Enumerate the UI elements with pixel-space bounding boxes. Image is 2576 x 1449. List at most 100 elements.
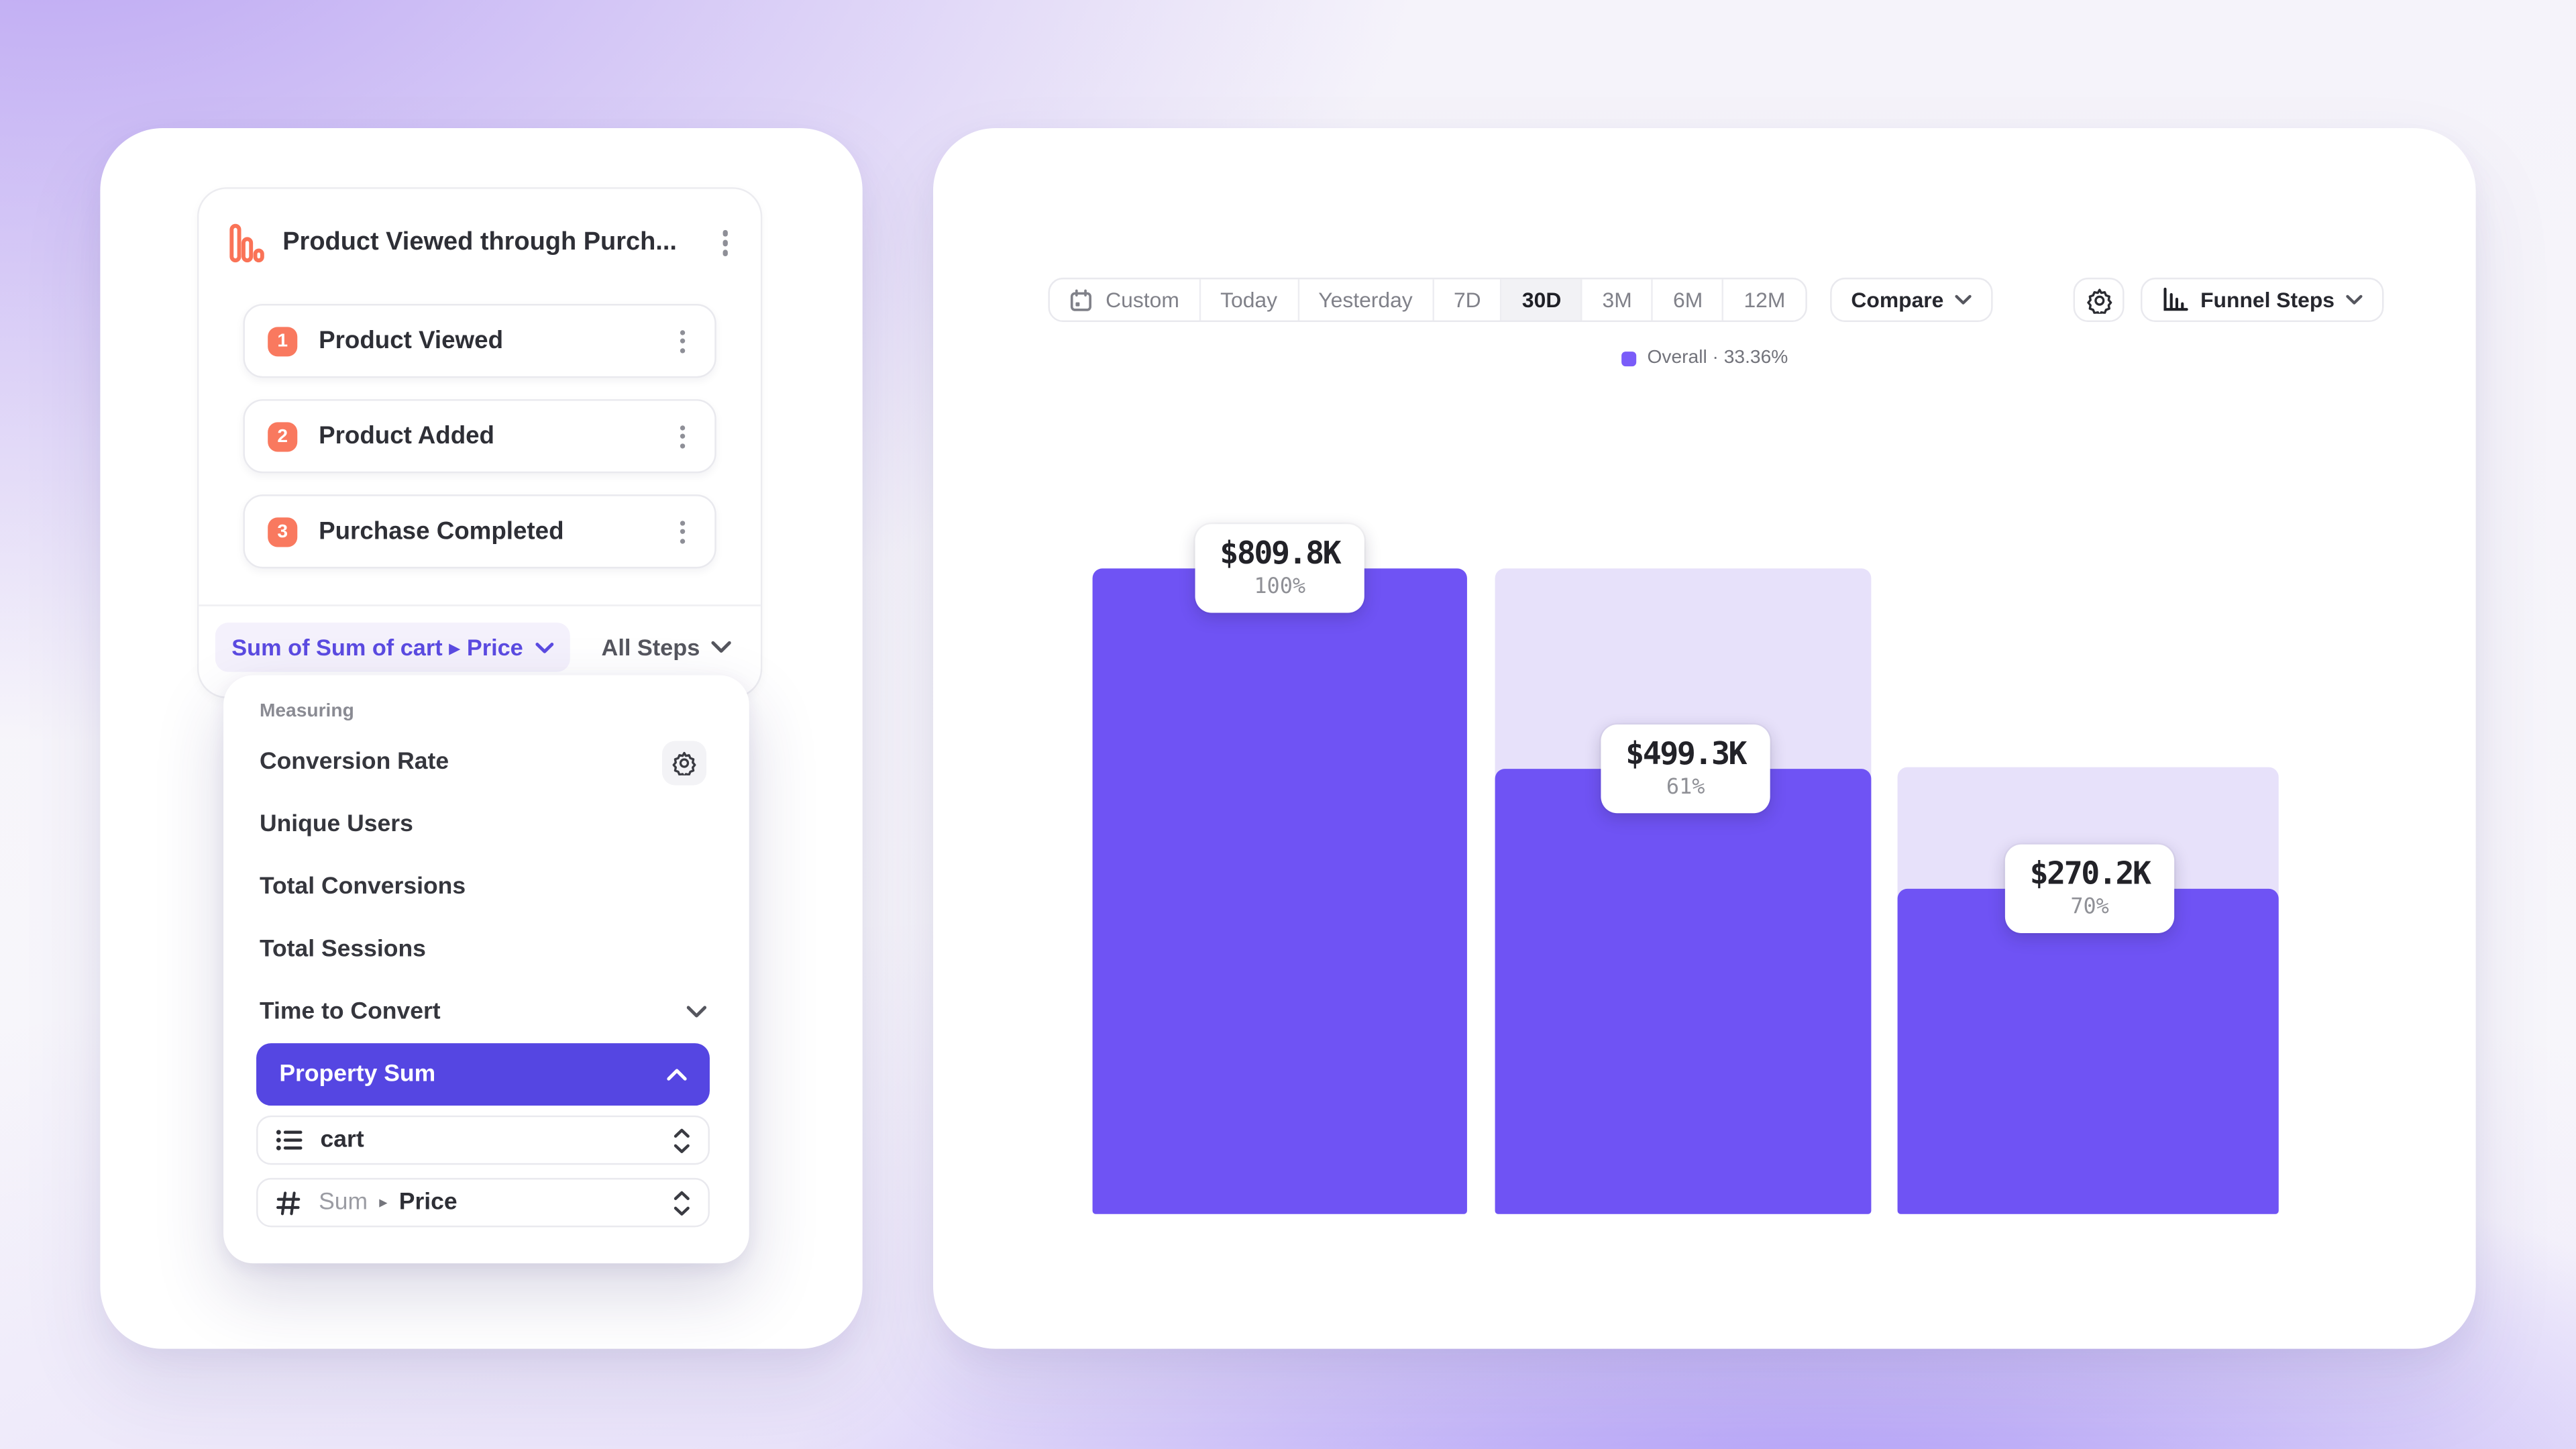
funnel-bar-product-added[interactable] xyxy=(1495,568,1872,1214)
bar-value-label: $270.2K 70% xyxy=(2004,844,2175,934)
step-kebab-menu-icon[interactable] xyxy=(670,513,695,549)
tab-label: Custom xyxy=(1106,287,1179,313)
bar-value: $499.3K xyxy=(1625,736,1747,773)
query-title-row: Product Viewed through Purch... xyxy=(228,212,737,274)
hash-icon xyxy=(276,1191,301,1215)
bar-value: $809.8K xyxy=(1220,535,1341,572)
bar-solid-segment xyxy=(1495,769,1872,1214)
funnel-bar-purchase-completed[interactable] xyxy=(1897,767,2279,1214)
measurement-dropdown[interactable]: Sum of Sum of cart ▸ Price xyxy=(215,623,571,672)
step-kebab-menu-icon[interactable] xyxy=(670,418,695,454)
tab-30d-selected[interactable]: 30D xyxy=(1502,279,1583,321)
tab-yesterday[interactable]: Yesterday xyxy=(1299,279,1434,321)
tab-label: 30D xyxy=(1521,287,1562,313)
compare-label: Compare xyxy=(1851,287,1944,313)
list-icon xyxy=(276,1130,303,1150)
step-number-badge: 1 xyxy=(268,326,298,356)
breadcrumb-arrow-icon: ▸ xyxy=(379,1193,388,1212)
chart-type-label: Funnel Steps xyxy=(2200,287,2334,313)
tab-label: 6M xyxy=(1673,287,1703,313)
menu-item-label: Unique Users xyxy=(259,811,413,838)
chart-type-dropdown[interactable]: Funnel Steps xyxy=(2141,277,2384,322)
step-number-badge: 3 xyxy=(268,517,298,547)
all-steps-label: All Steps xyxy=(601,634,700,661)
property-select[interactable]: cart xyxy=(256,1115,710,1165)
chevron-down-icon xyxy=(2346,294,2363,305)
menu-item-label: Total Conversions xyxy=(259,873,466,901)
compare-button[interactable]: Compare xyxy=(1829,277,1993,322)
funnel-bars-icon xyxy=(228,223,264,263)
aggregation-select[interactable]: Sum ▸ Price xyxy=(256,1177,710,1228)
funnel-chart-icon xyxy=(2164,287,2189,311)
chart-settings-button[interactable] xyxy=(2074,277,2125,322)
funnel-bar-product-viewed[interactable] xyxy=(1092,568,1467,1214)
query-builder-panel: Product Viewed through Purch... 1 Produc… xyxy=(100,128,863,1349)
tab-label: 7D xyxy=(1453,287,1481,313)
tab-label: 12M xyxy=(1743,287,1786,313)
tab-today[interactable]: Today xyxy=(1201,279,1299,321)
tab-label: 3M xyxy=(1602,287,1632,313)
legend-swatch xyxy=(1621,350,1636,366)
tab-7d[interactable]: 7D xyxy=(1434,279,1503,321)
tab-label: Yesterday xyxy=(1318,287,1413,313)
tab-3m[interactable]: 3M xyxy=(1582,279,1654,321)
menu-item-total-conversions[interactable]: Total Conversions xyxy=(223,856,749,918)
legend-overall[interactable]: Overall · 33.36% xyxy=(933,348,2476,368)
property-select-value: cart xyxy=(320,1126,364,1154)
bar-percent: 61% xyxy=(1666,775,1705,800)
menu-item-conversion-rate[interactable]: Conversion Rate xyxy=(223,731,749,794)
chevron-down-icon xyxy=(1955,294,1972,305)
funnel-step-row[interactable]: 3 Purchase Completed xyxy=(243,494,716,569)
chart-panel: Custom Today Yesterday 7D 30D 3M 6M 12M … xyxy=(933,128,2476,1349)
menu-item-property-sum-selected[interactable]: Property Sum xyxy=(256,1043,710,1106)
gear-icon xyxy=(672,751,696,775)
menu-item-total-sessions[interactable]: Total Sessions xyxy=(223,918,749,981)
bar-percent: 100% xyxy=(1254,575,1306,600)
chevron-up-icon xyxy=(667,1069,687,1081)
bar-solid-segment xyxy=(1897,888,2279,1214)
chevron-down-icon xyxy=(536,641,555,653)
step-number-badge: 2 xyxy=(268,421,298,451)
menu-item-label: Property Sum xyxy=(279,1061,436,1088)
step-kebab-menu-icon[interactable] xyxy=(670,323,695,359)
funnel-steps-list: 1 Product Viewed 2 Product Added 3 Purch… xyxy=(243,304,716,569)
bar-solid-segment xyxy=(1092,568,1467,1214)
measuring-popover: Measuring Conversion Rate Unique Users T… xyxy=(223,675,749,1264)
tab-label: Today xyxy=(1220,287,1278,313)
conversion-rate-settings-button[interactable] xyxy=(661,740,707,785)
all-steps-dropdown[interactable]: All Steps xyxy=(602,634,741,660)
bar-value-label: $809.8K 100% xyxy=(1195,524,1364,613)
menu-item-time-to-convert[interactable]: Time to Convert xyxy=(223,981,749,1043)
funnel-query-card: Product Viewed through Purch... 1 Produc… xyxy=(197,187,763,698)
date-range-tab-group: Custom Today Yesterday 7D 30D 3M 6M 12M xyxy=(1048,277,1807,322)
bar-percent: 70% xyxy=(2070,895,2109,920)
tab-12m[interactable]: 12M xyxy=(1724,279,1805,320)
tab-custom[interactable]: Custom xyxy=(1050,279,1201,321)
measurement-label: Sum of Sum of cart ▸ Price xyxy=(231,633,523,660)
menu-item-label: Time to Convert xyxy=(259,998,441,1026)
step-label: Purchase Completed xyxy=(319,517,564,546)
gear-icon xyxy=(2086,288,2112,313)
query-kebab-menu-icon[interactable] xyxy=(712,224,738,263)
bar-value: $270.2K xyxy=(2029,855,2151,892)
chevron-down-icon xyxy=(686,1006,707,1018)
query-title: Product Viewed through Purch... xyxy=(282,228,677,257)
aggregation-value: Price xyxy=(398,1189,458,1216)
menu-item-label: Conversion Rate xyxy=(259,749,449,775)
funnel-step-row[interactable]: 1 Product Viewed xyxy=(243,304,716,378)
menu-section-label: Measuring xyxy=(259,701,354,722)
chevron-down-icon xyxy=(711,641,731,653)
step-label: Product Added xyxy=(319,422,495,451)
divider xyxy=(199,604,761,606)
menu-item-unique-users[interactable]: Unique Users xyxy=(223,794,749,856)
up-down-chevrons-icon xyxy=(674,1190,690,1215)
up-down-chevrons-icon xyxy=(674,1128,690,1152)
tab-6m[interactable]: 6M xyxy=(1654,279,1725,321)
query-footer-row: Sum of Sum of cart ▸ Price All Steps xyxy=(215,623,741,672)
chart-toolbar: Custom Today Yesterday 7D 30D 3M 6M 12M … xyxy=(1048,277,2384,322)
legend-label: Overall · 33.36% xyxy=(1647,348,1788,368)
step-label: Product Viewed xyxy=(319,327,504,355)
bar-value-label: $499.3K 61% xyxy=(1601,724,1770,814)
funnel-step-row[interactable]: 2 Product Added xyxy=(243,399,716,474)
